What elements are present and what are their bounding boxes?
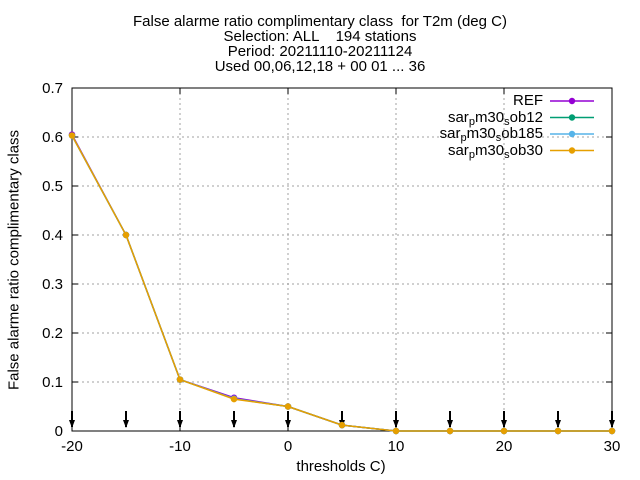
legend-swatch-marker xyxy=(568,130,576,138)
y-tick-label: 0.4 xyxy=(42,227,63,244)
series-line xyxy=(71,135,612,432)
threshold-marker-head xyxy=(501,420,507,428)
x-tick-label: 10 xyxy=(388,438,405,455)
y-tick-label: 0.7 xyxy=(42,80,63,97)
threshold-marker-head xyxy=(231,420,237,428)
x-tick-label: -20 xyxy=(61,438,83,455)
series-line xyxy=(71,134,612,432)
data-point xyxy=(446,427,454,435)
y-tick-label: 0.6 xyxy=(42,129,63,146)
threshold-marker-head xyxy=(555,420,561,428)
threshold-marker-head xyxy=(447,420,453,428)
y-tick-label: 0 xyxy=(55,423,63,440)
title-line-4: Used 00,06,12,18 + 00 01 ... 36 xyxy=(214,58,426,75)
title-line-2: Selection: ALL 194 stations xyxy=(223,28,417,45)
legend-entry: sarpm30sob185 xyxy=(439,125,543,144)
y-tick-label: 0.3 xyxy=(42,276,63,293)
data-point xyxy=(122,231,130,239)
data-point xyxy=(230,395,238,403)
threshold-marker-head xyxy=(609,420,615,428)
x-tick-label: 20 xyxy=(496,438,513,455)
data-point xyxy=(500,427,508,435)
threshold-marker-head xyxy=(285,420,291,428)
data-point xyxy=(68,132,76,139)
threshold-marker-head xyxy=(177,420,183,428)
data-point xyxy=(608,427,616,435)
title-line-3: Period: 20211110-20211124 xyxy=(227,43,413,60)
title-line-1: False alarme ratio complimentary class f… xyxy=(132,13,507,30)
data-point xyxy=(338,421,346,429)
x-tick-label: -10 xyxy=(169,438,191,455)
y-tick-label: 0.5 xyxy=(42,178,63,195)
threshold-marker-head xyxy=(393,420,399,428)
legend-entry: REF xyxy=(513,92,543,109)
data-point xyxy=(554,427,562,435)
threshold-marker-head xyxy=(123,420,129,428)
legend-entry: sarpm30sob30 xyxy=(447,141,543,161)
legend-entry: sarpm30sob12 xyxy=(447,108,543,128)
y-tick-label: 0.1 xyxy=(42,374,63,391)
plot-border xyxy=(71,87,613,432)
data-point xyxy=(176,376,184,383)
data-point xyxy=(284,403,292,410)
legend-swatch-marker xyxy=(568,97,576,105)
x-tick-label: 0 xyxy=(284,438,292,455)
x-tick-label: 30 xyxy=(604,438,621,455)
data-point xyxy=(392,427,400,435)
y-tick-label: 0.2 xyxy=(42,325,63,342)
legend-swatch-marker xyxy=(568,114,576,121)
series-line xyxy=(71,135,612,432)
series-line xyxy=(71,135,612,432)
legend-swatch-marker xyxy=(568,147,576,154)
x-axis-label: thresholds C) xyxy=(296,458,386,475)
threshold-marker-head xyxy=(69,420,75,428)
